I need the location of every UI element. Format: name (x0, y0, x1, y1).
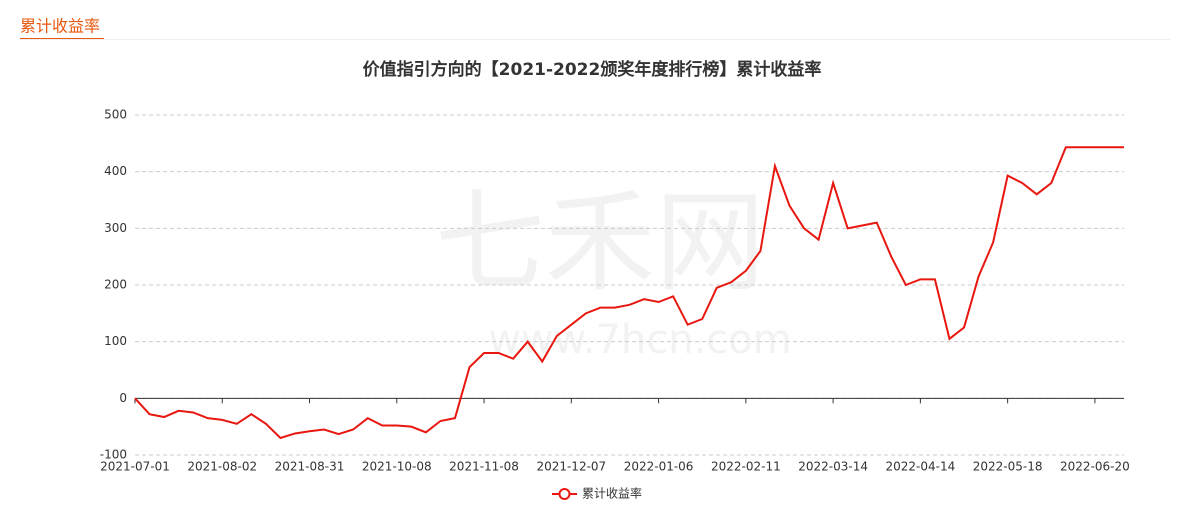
x-tick-label: 2021-08-31 (275, 460, 345, 474)
x-tick-label: 2021-07-01 (100, 460, 170, 474)
y-tick-label: 200 (104, 278, 127, 292)
x-tick-label: 2022-06-20 (1060, 460, 1130, 474)
watermark: 七禾网 (435, 178, 765, 306)
y-tick-label: 500 (104, 108, 127, 122)
x-tick-label: 2022-01-06 (624, 460, 694, 474)
legend-marker (558, 488, 571, 500)
x-tick-label: 2022-03-14 (798, 460, 868, 474)
x-tick-label: 2022-04-14 (886, 460, 956, 474)
x-tick-label: 2021-10-08 (362, 460, 432, 474)
watermark: www.7hcn.com (488, 317, 791, 363)
y-tick-label: 300 (104, 221, 127, 235)
x-tick-label: 2021-12-07 (536, 460, 606, 474)
chart-title: 价值指引方向的【2021-2022颁奖年度排行榜】累计收益率 (363, 59, 822, 80)
x-tick-label: 2022-05-18 (973, 460, 1043, 474)
legend-label: 累计收益率 (582, 486, 642, 501)
y-tick-label: 100 (104, 334, 127, 348)
x-tick-label: 2021-11-08 (449, 460, 519, 474)
y-tick-label: -100 (100, 448, 127, 462)
x-tick-label: 2021-08-02 (187, 460, 257, 474)
y-tick-label: 0 (119, 391, 127, 405)
line (134, 146, 1124, 440)
y-tick-label: 400 (104, 164, 127, 178)
header-title: 累计收益率 (20, 17, 100, 36)
x-tick-label: 2022-02-11 (711, 460, 781, 474)
